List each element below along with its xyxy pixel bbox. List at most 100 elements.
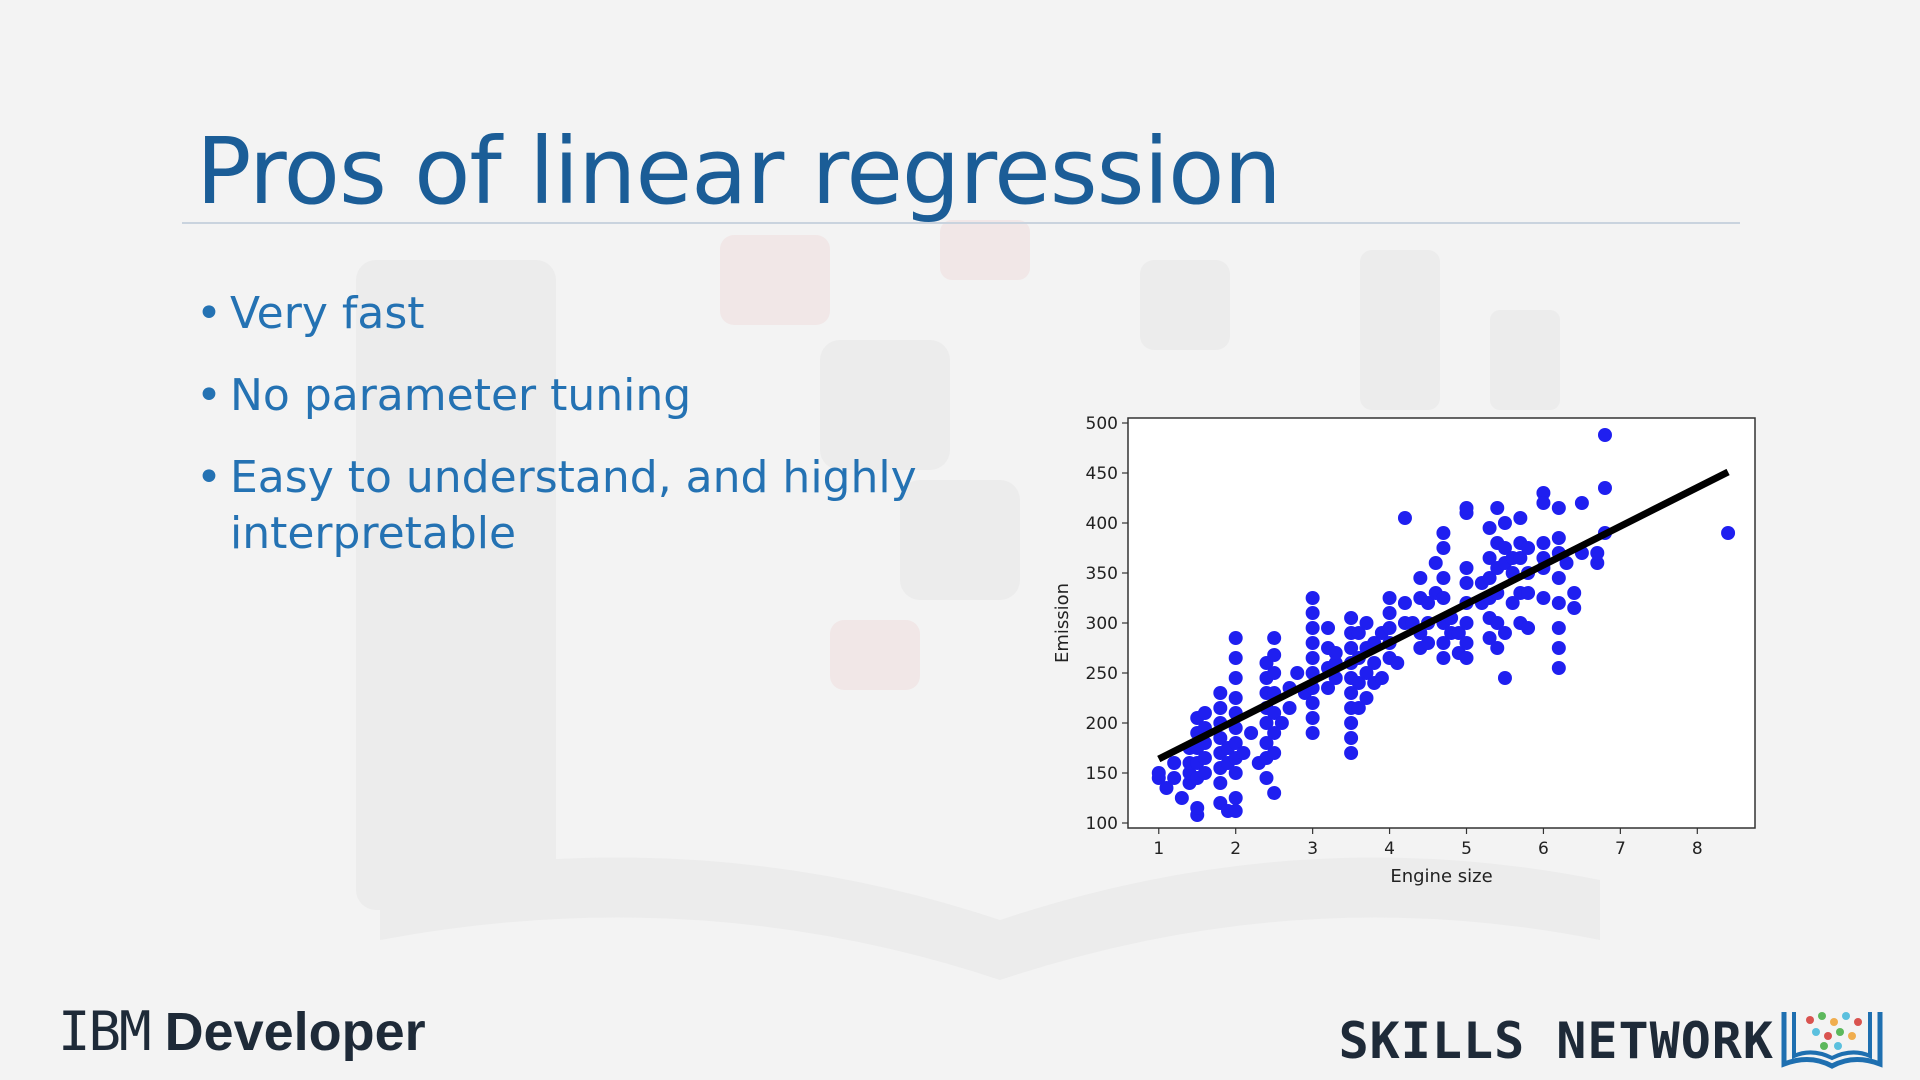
data-point bbox=[1244, 726, 1259, 740]
x-tick-label: 4 bbox=[1384, 839, 1395, 859]
data-point bbox=[1459, 561, 1474, 575]
data-point bbox=[1367, 656, 1382, 670]
data-point bbox=[1413, 571, 1428, 585]
x-tick-label: 1 bbox=[1153, 839, 1164, 859]
data-point bbox=[1428, 556, 1443, 570]
data-point bbox=[1236, 746, 1251, 760]
data-point bbox=[1259, 716, 1274, 730]
data-point bbox=[1213, 686, 1228, 700]
data-point bbox=[1567, 586, 1582, 600]
bullet-dot: • bbox=[196, 370, 222, 421]
data-point bbox=[1567, 601, 1582, 615]
data-point bbox=[1482, 571, 1497, 585]
bullet-dot: • bbox=[196, 452, 222, 503]
data-point bbox=[1305, 591, 1320, 605]
regression-line bbox=[1157, 468, 1730, 763]
data-point bbox=[1305, 651, 1320, 665]
x-axis-label: Engine size bbox=[1390, 866, 1492, 887]
data-point bbox=[1305, 606, 1320, 620]
data-point bbox=[1459, 636, 1474, 650]
data-point bbox=[1213, 731, 1228, 745]
data-point bbox=[1197, 766, 1212, 780]
y-tick-label: 300 bbox=[1086, 614, 1118, 634]
data-point bbox=[1259, 771, 1274, 785]
data-point bbox=[1197, 706, 1212, 720]
data-point bbox=[1344, 686, 1359, 700]
data-point bbox=[1351, 676, 1366, 690]
data-point bbox=[1513, 551, 1528, 565]
data-point bbox=[1551, 531, 1566, 545]
data-point bbox=[1436, 571, 1451, 585]
data-point bbox=[1436, 591, 1451, 605]
data-point bbox=[1551, 661, 1566, 675]
data-point bbox=[1551, 596, 1566, 610]
data-point bbox=[1305, 621, 1320, 635]
data-point bbox=[1228, 766, 1243, 780]
bullet-list: • Very fast • No parameter tuning • Easy… bbox=[196, 286, 930, 588]
data-point bbox=[1359, 691, 1374, 705]
data-point bbox=[1551, 571, 1566, 585]
data-point bbox=[1267, 726, 1282, 740]
data-point bbox=[1228, 651, 1243, 665]
data-point bbox=[1436, 541, 1451, 555]
data-point bbox=[1267, 706, 1282, 720]
bullet-item: • No parameter tuning bbox=[196, 368, 930, 424]
data-point bbox=[1490, 641, 1505, 655]
bullet-item: • Very fast bbox=[196, 286, 930, 342]
chart-svg: 1 2 3 4 5 6 7 8 100 150 200 250 300 350 400 450 500 Engin… bbox=[1052, 414, 1756, 887]
y-tick-label: 250 bbox=[1086, 664, 1118, 684]
data-point bbox=[1259, 736, 1274, 750]
data-point bbox=[1397, 596, 1412, 610]
data-point bbox=[1482, 631, 1497, 645]
data-point bbox=[1459, 576, 1474, 590]
data-point bbox=[1174, 791, 1189, 805]
data-point bbox=[1190, 801, 1205, 815]
data-point bbox=[1282, 701, 1297, 715]
bullet-text: Easy to understand, and highly interpret… bbox=[230, 452, 917, 559]
data-point bbox=[1167, 756, 1182, 770]
data-point bbox=[1436, 636, 1451, 650]
data-point bbox=[1436, 526, 1451, 540]
data-point bbox=[1274, 716, 1289, 730]
data-point bbox=[1397, 511, 1412, 525]
data-point bbox=[1497, 671, 1512, 685]
data-point bbox=[1305, 636, 1320, 650]
x-tick-label: 3 bbox=[1307, 839, 1318, 859]
skills-network-book-icon bbox=[1781, 1012, 1883, 1069]
data-point bbox=[1267, 666, 1282, 680]
data-point bbox=[1228, 671, 1243, 685]
data-point bbox=[1490, 616, 1505, 630]
y-tick-label: 350 bbox=[1086, 564, 1118, 584]
data-point bbox=[1228, 736, 1243, 750]
data-point bbox=[1590, 546, 1605, 560]
x-tick-label: 6 bbox=[1538, 839, 1549, 859]
data-point bbox=[1359, 616, 1374, 630]
data-point bbox=[1421, 636, 1436, 650]
y-tick-label: 150 bbox=[1086, 764, 1118, 784]
data-point bbox=[1459, 501, 1474, 515]
data-point bbox=[1351, 701, 1366, 715]
data-point bbox=[1536, 591, 1551, 605]
data-point bbox=[1497, 541, 1512, 555]
data-point bbox=[1374, 671, 1389, 685]
data-point bbox=[1513, 511, 1528, 525]
data-point bbox=[1321, 681, 1336, 695]
data-point bbox=[1436, 651, 1451, 665]
data-point bbox=[1574, 496, 1589, 510]
data-point bbox=[1328, 646, 1343, 660]
data-point bbox=[1721, 526, 1736, 540]
y-axis-label: Emission bbox=[1052, 583, 1073, 663]
data-point bbox=[1344, 746, 1359, 760]
y-tick-label: 500 bbox=[1086, 414, 1118, 434]
data-point bbox=[1267, 746, 1282, 760]
data-point bbox=[1267, 631, 1282, 645]
data-point bbox=[1213, 776, 1228, 790]
ibm-wordmark: IBM bbox=[58, 1000, 152, 1063]
data-point bbox=[1267, 786, 1282, 800]
bullet-text: No parameter tuning bbox=[230, 370, 692, 421]
data-point bbox=[1482, 551, 1497, 565]
scatter-chart: 1 2 3 4 5 6 7 8 100 150 200 250 300 350 400 450 500 Engin… bbox=[1040, 405, 1760, 895]
data-point bbox=[1482, 521, 1497, 535]
data-point bbox=[1228, 631, 1243, 645]
